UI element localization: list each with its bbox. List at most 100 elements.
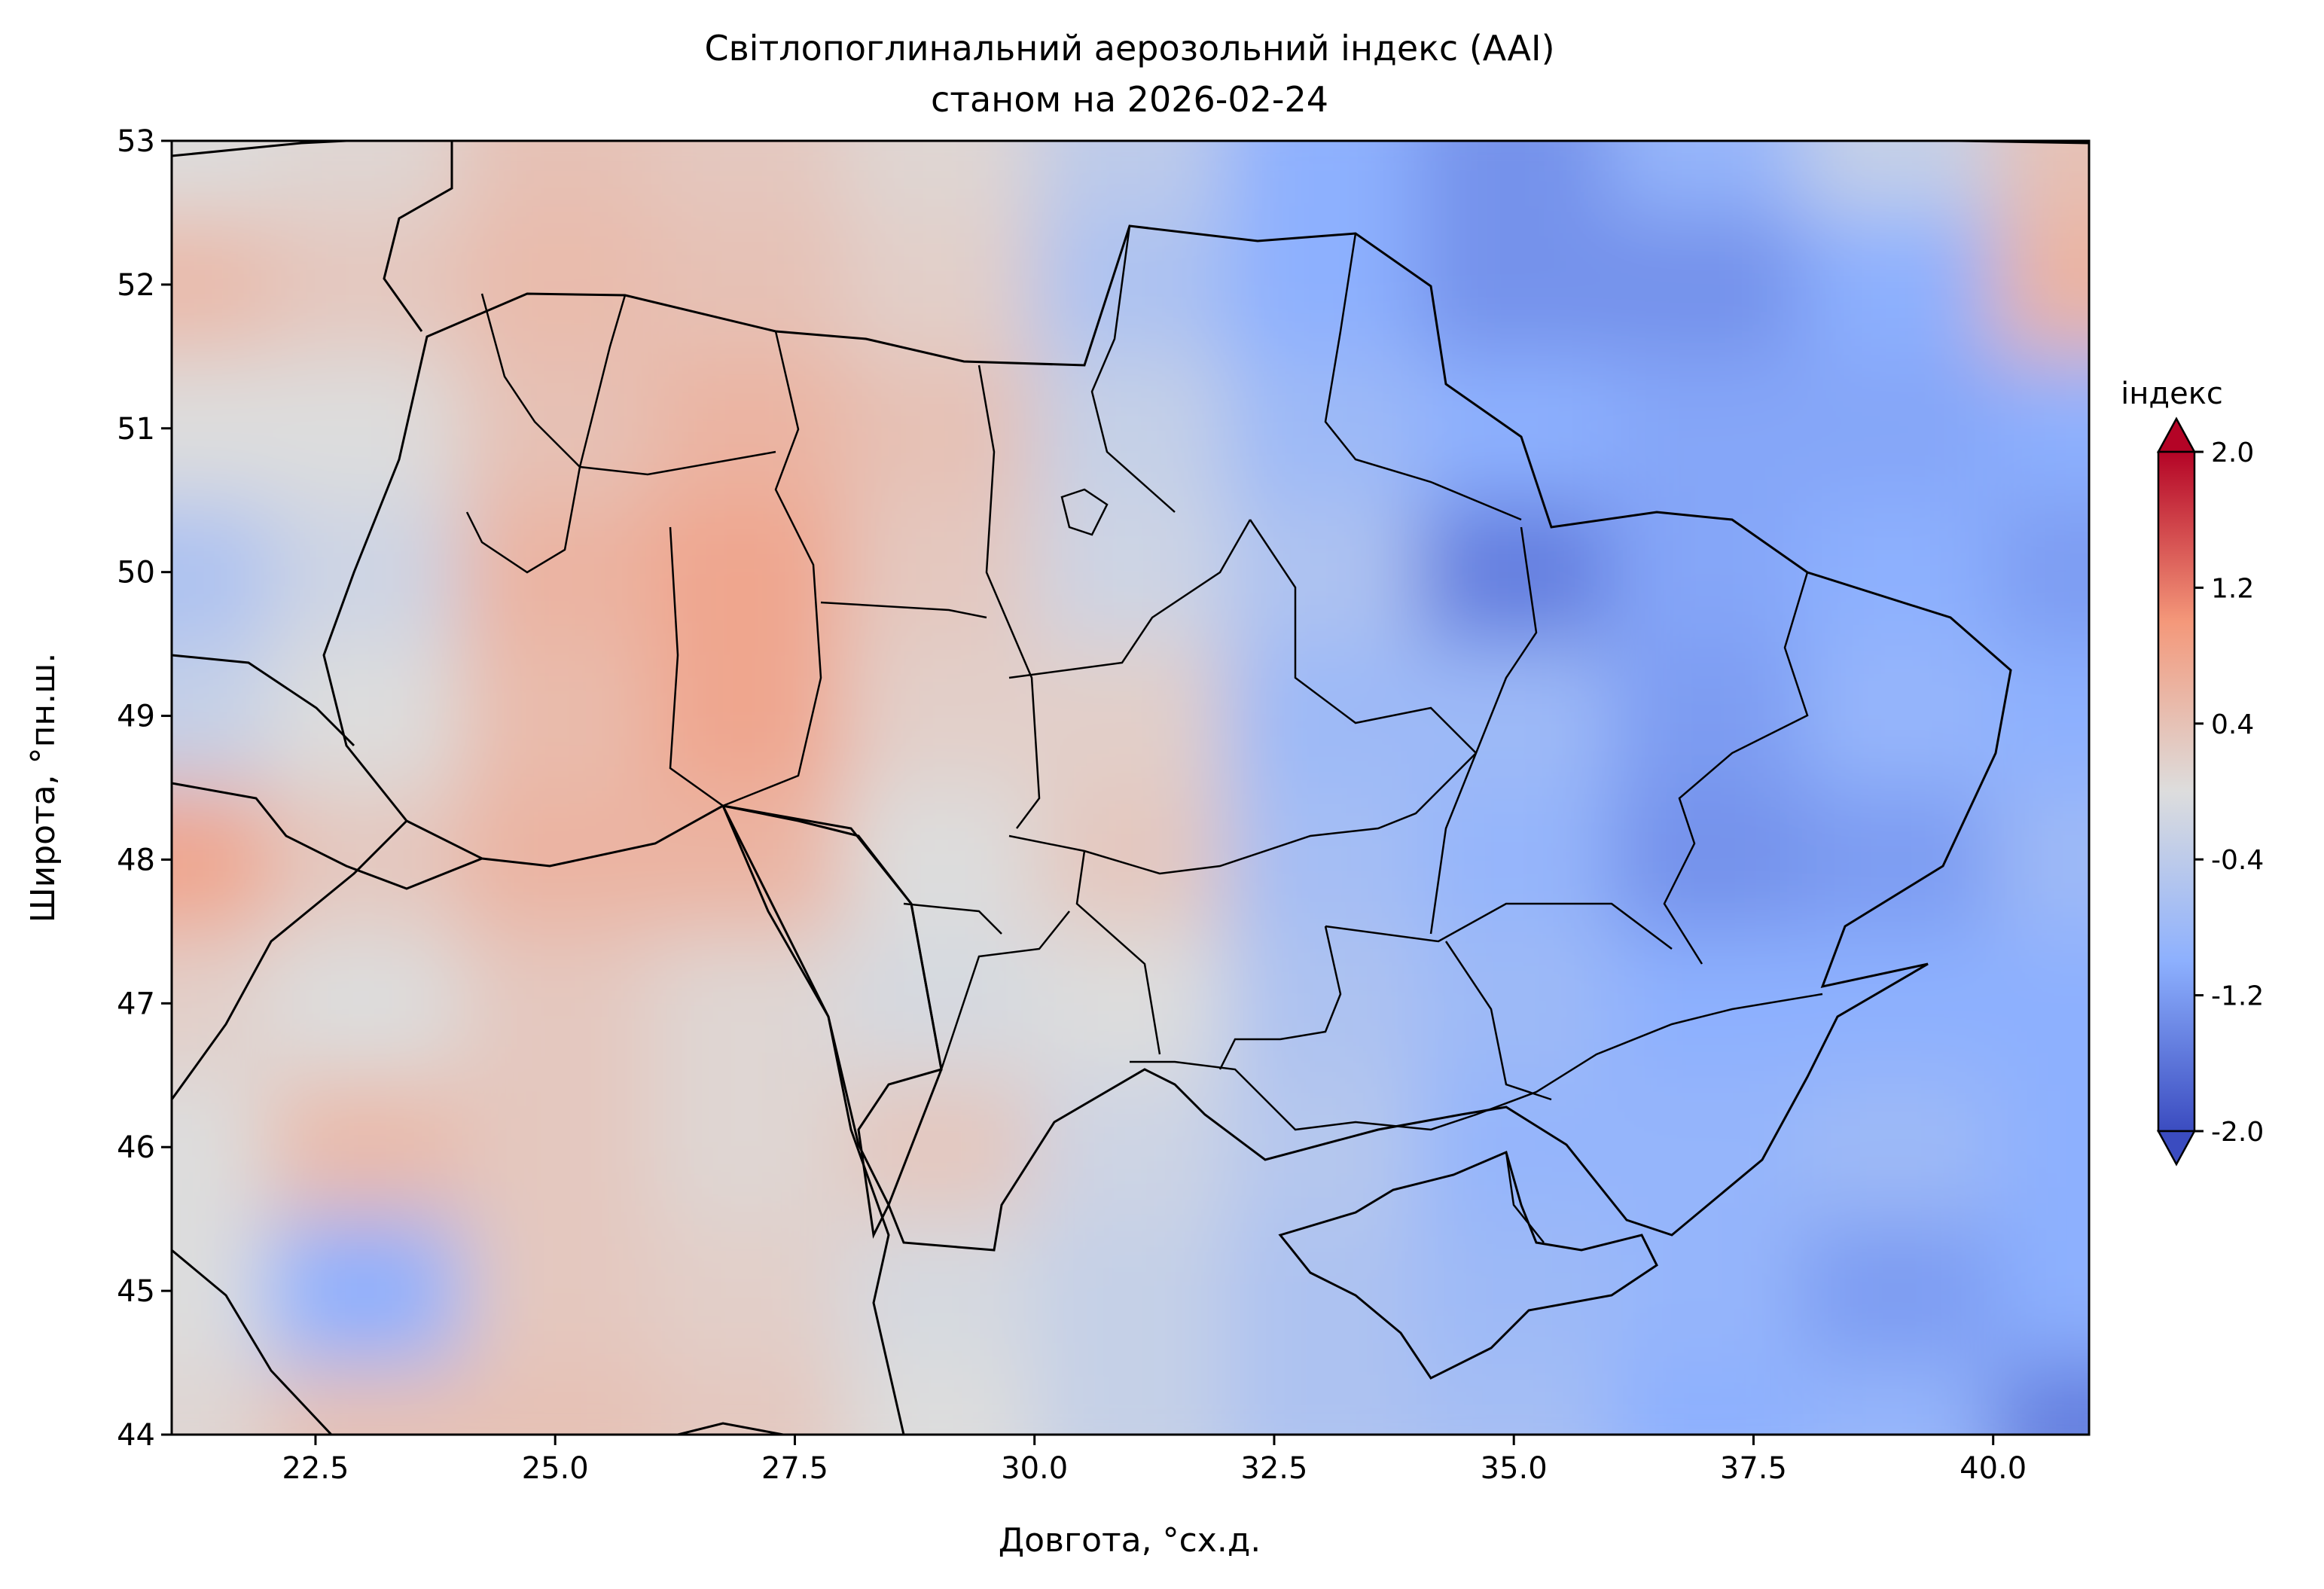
aai-cell xyxy=(172,644,268,788)
aai-field xyxy=(172,141,2089,1435)
aai-cell xyxy=(1226,931,1418,1075)
aai-cell xyxy=(843,1362,1035,1435)
aai-cell xyxy=(172,212,268,357)
aai-cell xyxy=(1417,931,1610,1075)
oblast-line xyxy=(480,293,776,476)
oblast-line xyxy=(1429,526,1538,935)
aai-cell xyxy=(651,1075,843,1219)
aai-cell xyxy=(267,644,459,788)
colorbar-label: індекс xyxy=(2121,377,2223,411)
aai-cell xyxy=(1417,788,1610,932)
kyiv-city xyxy=(1060,488,1109,536)
aai-cell xyxy=(1226,141,1418,213)
map-title-line2: станом на 2026-02-24 xyxy=(931,79,1328,120)
aai-cell xyxy=(843,1218,1035,1363)
colorbar-tick-label: -2.0 xyxy=(2211,1117,2264,1148)
aai-cell xyxy=(267,356,459,501)
aai-cell xyxy=(1801,644,1993,788)
aai-cell xyxy=(651,500,843,645)
aai-cell xyxy=(1417,1362,1610,1435)
aai-cell xyxy=(1609,644,1802,788)
oblast-line xyxy=(1249,519,1477,754)
aai-cell xyxy=(459,1218,651,1363)
plot-frame xyxy=(170,139,2091,1436)
aai-cell xyxy=(1609,1075,1802,1219)
aai-cell xyxy=(1034,141,1227,213)
aai-cell xyxy=(1801,1218,1993,1363)
oblast-line xyxy=(1444,941,1552,1101)
aai-cell xyxy=(1226,500,1418,645)
aai-cell xyxy=(1226,1218,1418,1363)
aai-cell xyxy=(459,1362,651,1435)
x-tick-label: 32.5 xyxy=(1240,1451,1307,1486)
aai-cell xyxy=(172,931,268,1075)
aai-cell xyxy=(267,500,459,645)
aai-cell xyxy=(1993,1075,2089,1219)
aai-cell xyxy=(843,141,1035,213)
aai-cell xyxy=(1801,141,1993,213)
aai-cell xyxy=(1609,356,1802,501)
aai-cell xyxy=(1034,500,1227,645)
aai-cell xyxy=(267,212,459,357)
aai-cell xyxy=(1034,644,1227,788)
colorbar-tick-label: 1.2 xyxy=(2211,573,2254,604)
aai-cell xyxy=(1609,1218,1802,1363)
aai-cell xyxy=(459,500,651,645)
colorbar-tick-label: 0.4 xyxy=(2211,709,2254,740)
aai-cell xyxy=(459,212,651,357)
y-tick-label: 52 xyxy=(117,268,155,303)
aai-cell xyxy=(1034,212,1227,357)
map-plot-area xyxy=(172,141,2089,1435)
aai-cell xyxy=(1034,788,1227,932)
oblast-line xyxy=(1325,902,1673,950)
y-tick-label: 53 xyxy=(117,124,155,159)
aai-cell xyxy=(1226,212,1418,357)
aai-cell xyxy=(1993,212,2089,357)
y-tick-label: 47 xyxy=(117,987,155,1021)
y-tick-label: 49 xyxy=(117,700,155,734)
south-border xyxy=(172,1249,784,1435)
colorbar: індекс -2.0 -1.2 -0.4 0.4 1.2 2.0 xyxy=(2121,377,2264,1167)
aai-cell xyxy=(1417,212,1610,357)
aai-cell xyxy=(651,1218,843,1363)
colorbar-ticks: -2.0 -1.2 -0.4 0.4 1.2 2.0 xyxy=(2194,438,2264,1148)
oblast-line xyxy=(1324,233,1522,521)
aai-cell xyxy=(172,788,268,932)
oblast-line xyxy=(465,294,627,574)
oblast-boundaries xyxy=(465,225,1809,1101)
oblast-line xyxy=(1090,225,1176,513)
aai-cell xyxy=(1801,788,1993,932)
aai-cell xyxy=(651,644,843,788)
aai-cell xyxy=(267,141,459,213)
oblast-line xyxy=(669,526,724,807)
aai-cell xyxy=(1993,1362,2089,1435)
aai-cell xyxy=(1034,1362,1227,1435)
colorbar-tick-label: -0.4 xyxy=(2211,845,2264,876)
aai-cell xyxy=(1417,500,1610,645)
aai-cell xyxy=(459,644,651,788)
aai-cell xyxy=(843,500,1035,645)
colorbar-gradient xyxy=(2157,450,2196,1133)
aai-cell xyxy=(1993,1218,2089,1363)
aai-cell xyxy=(1609,141,1802,213)
aai-cell xyxy=(459,141,651,213)
aai-cell xyxy=(843,212,1035,357)
colorbar-tick-label: -1.2 xyxy=(2211,981,2264,1012)
aai-cell xyxy=(1226,356,1418,501)
aai-cell xyxy=(267,931,459,1075)
aai-cell xyxy=(1034,1075,1227,1219)
kerch-spit xyxy=(1505,1151,1545,1243)
x-tick-label: 35.0 xyxy=(1481,1451,1548,1486)
aai-cell xyxy=(843,356,1035,501)
oblast-line xyxy=(1008,519,1252,679)
aai-cell xyxy=(267,1075,459,1219)
oblast-line xyxy=(1075,850,1161,1055)
aai-cell xyxy=(1993,141,2089,213)
oblast-line xyxy=(977,364,1041,829)
oblast-line xyxy=(1218,926,1342,1070)
oblast-line xyxy=(820,601,987,619)
x-tick-label: 25.0 xyxy=(522,1451,589,1486)
colorbar-tick-label: 2.0 xyxy=(2211,438,2254,468)
aai-cell xyxy=(1609,1362,1802,1435)
oblast-line xyxy=(722,331,822,807)
